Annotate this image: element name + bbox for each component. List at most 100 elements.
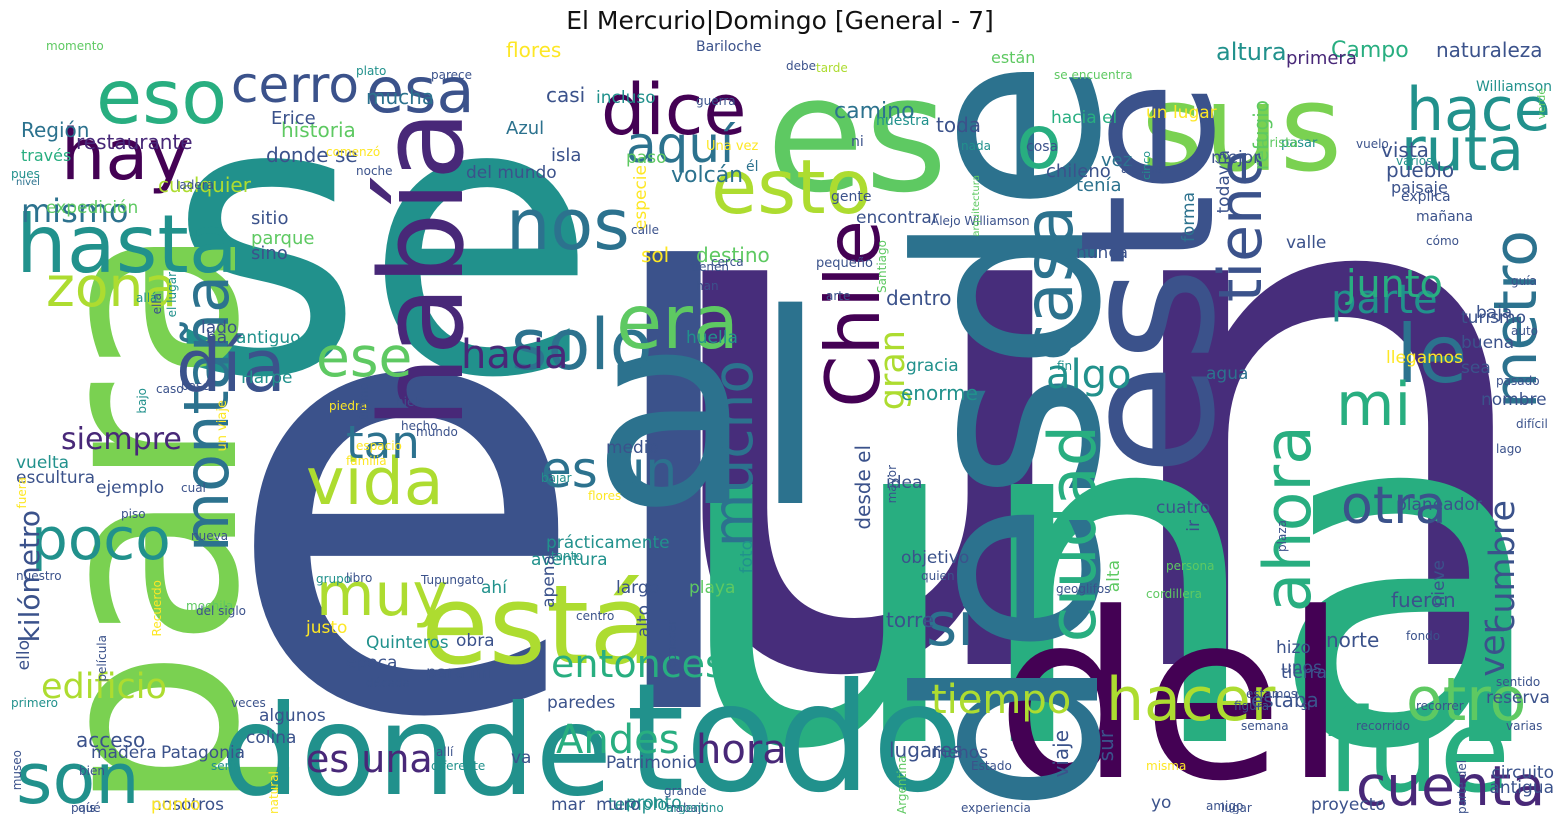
- word-flores: flores: [588, 489, 622, 503]
- word-misma: misma: [1146, 759, 1187, 773]
- word-del-siglo: del siglo: [196, 604, 247, 618]
- word-solo: solo: [511, 304, 653, 386]
- word-incluso: incluso: [596, 88, 656, 108]
- word-algo: algo: [1046, 352, 1132, 398]
- word-aqui: aquí: [626, 116, 734, 174]
- word-tiempo: tiempo: [931, 677, 1072, 723]
- word-del: del: [996, 565, 1348, 814]
- word-colina: colina: [246, 728, 297, 748]
- word-planeador: planeador: [1396, 495, 1482, 515]
- word-algunos: algunos: [259, 706, 326, 726]
- word-harpe: Harpe: [241, 368, 293, 388]
- word-parte: parte: [1331, 277, 1438, 323]
- word-es: es: [766, 41, 948, 228]
- word-estan: están: [991, 48, 1036, 67]
- word-objetivo: objetivo: [901, 548, 970, 568]
- word-patrimonio: Patrimonio: [606, 753, 698, 773]
- word-semana: semana: [1241, 719, 1289, 733]
- word-practicamente: prácticamente: [546, 533, 670, 553]
- word-especie: especie: [631, 165, 651, 231]
- word-grupo: grupo: [316, 572, 352, 586]
- word-hora: hora: [696, 727, 787, 773]
- word-persona: persona: [1166, 559, 1215, 573]
- word-mar: mar: [551, 795, 585, 814]
- word-muy: muy: [316, 560, 448, 630]
- word-guia: guía: [1511, 274, 1537, 288]
- word-han: han: [696, 279, 719, 293]
- word-alto: alto: [634, 605, 654, 638]
- word-antiguo: antiguo: [236, 328, 301, 348]
- word-bien: bien: [79, 764, 105, 778]
- word-ir: ir: [1184, 520, 1204, 532]
- word-sentido: sentido: [1496, 675, 1541, 689]
- word-sus: sus: [1141, 60, 1343, 199]
- word-era: era: [616, 278, 739, 366]
- word-alla: allá: [136, 291, 158, 305]
- word-dia: día: [176, 324, 286, 408]
- word-hacer: hacer: [1106, 665, 1276, 735]
- word-torre: torre: [886, 608, 935, 632]
- word-explica: explica: [1401, 189, 1451, 205]
- word-lado: lado: [201, 318, 238, 338]
- word-fuera: fuera: [15, 477, 29, 509]
- word-entonces: entonces: [551, 642, 725, 686]
- word-estamos: estamos: [1246, 687, 1297, 701]
- word-desde-el: desde el: [851, 445, 875, 530]
- word-baja: baja: [1476, 303, 1513, 323]
- word-dentro: dentro: [886, 286, 952, 310]
- word-mejor: mejor: [1211, 148, 1261, 168]
- word-camino: camino: [834, 99, 915, 124]
- word-hielo: hielo: [396, 395, 425, 409]
- word-fin: fin: [1057, 359, 1073, 373]
- word-epoca: época: [346, 653, 398, 673]
- word-tan: tan: [346, 416, 420, 469]
- word-si: si: [926, 590, 974, 660]
- word-traves: través: [21, 146, 72, 165]
- word-medio: medio: [606, 438, 659, 458]
- word-mochila: mochila: [186, 599, 234, 613]
- word-una-vez: Una vez: [706, 139, 759, 154]
- word-ni: ni: [851, 134, 864, 150]
- word-pais: país: [71, 801, 96, 814]
- word-estaba: estaba: [1251, 688, 1319, 712]
- word-tierra: tierra: [1281, 663, 1327, 683]
- word-mi: mi: [1336, 370, 1412, 440]
- word-son: son: [16, 738, 140, 814]
- word-williamson: Williamson: [1476, 79, 1553, 95]
- word-nunca: nunca: [1076, 243, 1129, 263]
- word-primero: primero: [11, 696, 58, 710]
- word-zona: zona: [46, 255, 178, 319]
- word-tarde: tarde: [816, 61, 848, 75]
- word-piedra: piedra: [329, 399, 368, 413]
- word-historia: historia: [281, 118, 356, 142]
- word-ella: ella: [150, 293, 164, 315]
- word-huella: huella: [686, 328, 738, 348]
- word-nueva: nueva: [191, 529, 229, 543]
- word-para-mi: para mí: [426, 663, 492, 683]
- word-largo: largo: [616, 578, 660, 598]
- word-nieve: nieve: [1429, 560, 1449, 607]
- word-amigo: amigo: [1206, 799, 1244, 813]
- word-manana: mañana: [1416, 209, 1474, 225]
- word-cualquier: cualquier: [158, 173, 251, 197]
- word-apena: apena: [539, 555, 559, 608]
- word-ha: ha: [206, 328, 228, 348]
- word-enorme: enorme: [901, 381, 978, 405]
- word-paso: paso: [626, 148, 667, 168]
- word-bariloche: Bariloche: [696, 40, 762, 55]
- word-azul: Azul: [506, 118, 545, 139]
- word-cual: cual: [181, 481, 206, 495]
- word-cumbre: cumbre: [1483, 500, 1523, 633]
- word-dice: dice: [601, 69, 747, 151]
- word-otra: otra: [1341, 476, 1447, 536]
- word-una: una: [670, 305, 1554, 814]
- word-expedicion: expedición: [46, 198, 139, 218]
- word-turismo: turismo: [1461, 308, 1526, 328]
- word-reserva: reserva: [1486, 688, 1550, 708]
- word-paisaje: paisaje: [1391, 178, 1448, 197]
- word-grande: grande: [664, 784, 707, 798]
- word-buena: buena: [1461, 333, 1515, 353]
- word-sitio: sitio: [251, 208, 289, 229]
- word-parece: parece: [431, 68, 473, 82]
- word-parte-del: parte del: [1455, 759, 1469, 814]
